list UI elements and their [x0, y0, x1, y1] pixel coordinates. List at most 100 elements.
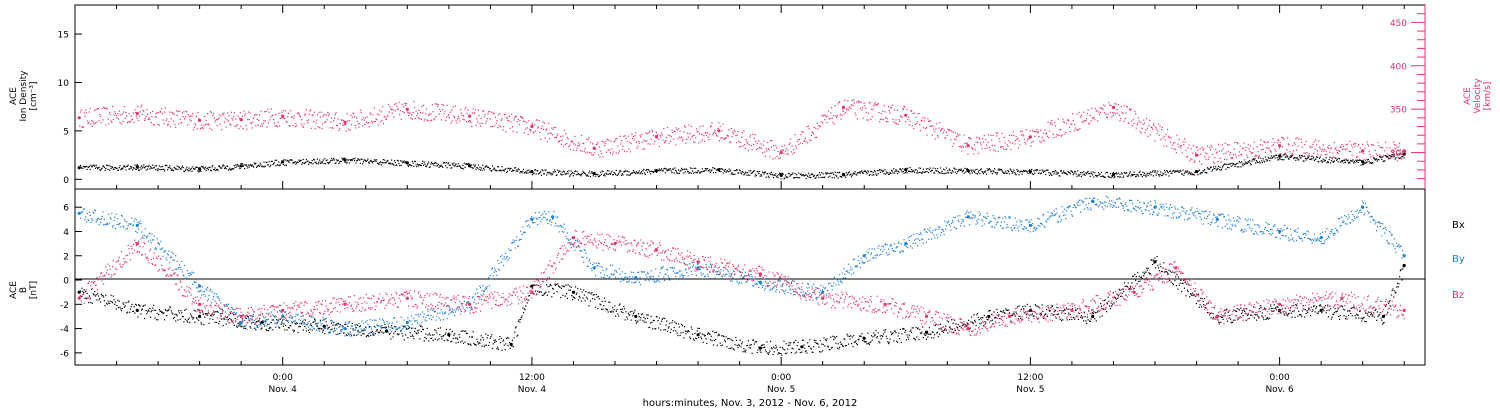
density-sample — [1361, 159, 1363, 162]
bx-sample — [445, 332, 447, 334]
density-sample — [1005, 170, 1007, 172]
bx-sample — [190, 315, 192, 317]
velocity-sample — [819, 126, 821, 128]
velocity-sample — [302, 126, 304, 128]
density-sample — [972, 169, 974, 171]
velocity-sample — [979, 138, 981, 140]
velocity-sample — [494, 116, 496, 118]
bx-sample — [273, 319, 275, 321]
density-sample — [181, 165, 183, 167]
bx-sample — [255, 329, 257, 331]
bx-sample — [809, 339, 811, 341]
density-sample — [1359, 159, 1361, 161]
density-sample — [790, 174, 792, 176]
velocity-sample — [267, 122, 270, 124]
bx-sample — [352, 328, 354, 330]
density-sample — [1399, 157, 1401, 159]
velocity-sample — [1287, 137, 1289, 139]
velocity-sample — [1240, 153, 1242, 155]
density-sample — [473, 164, 475, 166]
density-sample — [123, 165, 126, 167]
velocity-sample — [1265, 147, 1267, 149]
density-sample — [1127, 175, 1129, 177]
velocity-sample — [1190, 148, 1192, 150]
velocity-sample — [1168, 136, 1170, 138]
density-sample — [871, 174, 873, 176]
velocity-sample — [552, 134, 554, 136]
density-sample — [580, 174, 583, 176]
velocity-sample — [447, 115, 449, 117]
velocity-point — [135, 111, 139, 116]
bx-sample — [639, 319, 641, 321]
bx-sample — [430, 337, 432, 340]
velocity-sample — [1396, 160, 1398, 162]
bx-sample — [184, 318, 186, 320]
velocity-sample — [1278, 139, 1280, 141]
density-sample — [1117, 176, 1119, 178]
velocity-sample — [887, 121, 889, 123]
velocity-sample — [244, 115, 246, 117]
velocity-sample — [430, 113, 432, 115]
velocity-sample — [909, 120, 911, 122]
density-sample — [286, 160, 288, 162]
bx-sample — [267, 330, 270, 332]
bx-sample — [511, 339, 514, 341]
velocity-sample — [666, 126, 669, 129]
bx-sample — [581, 291, 583, 293]
velocity-sample — [1189, 160, 1191, 162]
density-sample — [1319, 156, 1321, 158]
bx-sample — [347, 325, 349, 327]
velocity-sample — [1183, 138, 1186, 140]
velocity-sample — [1079, 128, 1081, 130]
velocity-sample — [1322, 144, 1324, 146]
density-sample — [957, 169, 959, 171]
density-sample — [206, 167, 208, 170]
velocity-sample — [1297, 145, 1299, 147]
density-sample — [360, 158, 362, 160]
bx-sample — [151, 309, 153, 312]
density-sample — [603, 173, 606, 175]
density-sample — [257, 165, 259, 167]
velocity-sample — [1132, 125, 1134, 127]
velocity-sample — [137, 106, 139, 108]
bx-sample — [91, 288, 93, 290]
velocity-sample — [859, 101, 861, 103]
density-sample — [1130, 175, 1132, 177]
bx-sample — [197, 309, 199, 311]
velocity-sample — [1271, 145, 1273, 147]
bx-sample — [533, 284, 535, 286]
bx-sample — [135, 303, 137, 305]
density-sample — [675, 169, 677, 171]
density-sample — [1031, 168, 1033, 170]
density-sample — [868, 174, 870, 176]
density-sample — [1276, 157, 1278, 159]
bx-sample — [261, 320, 264, 322]
velocity-sample — [129, 120, 132, 122]
velocity-sample — [986, 147, 988, 149]
velocity-sample — [322, 123, 324, 125]
velocity-sample — [181, 122, 183, 124]
velocity-sample — [132, 112, 134, 114]
bx-sample — [873, 335, 876, 337]
velocity-sample — [518, 123, 520, 126]
density-sample — [175, 168, 177, 170]
density-sample — [1238, 166, 1240, 168]
density-sample — [1154, 171, 1156, 174]
velocity-sample — [1039, 140, 1041, 143]
bx-sample — [552, 288, 554, 290]
velocity-sample — [500, 119, 502, 121]
velocity-sample — [644, 140, 646, 142]
velocity-sample — [570, 141, 572, 143]
velocity-sample — [344, 123, 346, 125]
density-sample — [506, 170, 508, 172]
bx-sample — [839, 341, 841, 343]
density-sample — [1101, 175, 1103, 178]
velocity-sample — [1125, 112, 1127, 114]
density-sample — [606, 170, 608, 172]
bx-sample — [790, 342, 792, 344]
bx-sample — [485, 333, 487, 335]
density-sample — [1195, 171, 1197, 173]
density-sample — [149, 166, 152, 168]
density-sample — [327, 162, 330, 165]
velocity-sample — [955, 139, 957, 141]
